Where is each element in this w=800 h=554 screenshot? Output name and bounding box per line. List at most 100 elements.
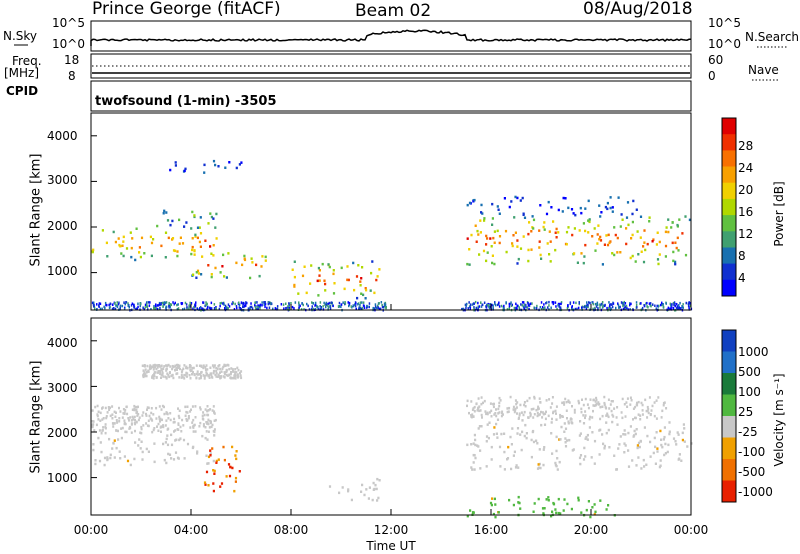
power-cell [264, 302, 267, 306]
power-cell [375, 278, 378, 282]
velocity-cell [173, 417, 176, 421]
velocity-cell [141, 450, 144, 454]
velocity-cell [212, 366, 215, 369]
velocity-cell [374, 483, 377, 487]
power-colorbar-swatch [722, 279, 736, 297]
power-cell [378, 307, 381, 311]
power-cell [547, 200, 550, 204]
velocity-cell [211, 364, 214, 367]
velocity-cell [211, 409, 214, 412]
power-cell [243, 254, 246, 258]
velocity-cell [216, 375, 219, 378]
velocity-cell [220, 482, 224, 485]
velocity-cell [185, 366, 188, 370]
power-cell [240, 307, 242, 311]
velocity-cell [480, 425, 483, 428]
velocity-cell [608, 446, 611, 449]
power-cell [624, 302, 627, 305]
velocity-cell [99, 441, 102, 444]
power-cell [355, 302, 357, 305]
power-cell [625, 216, 629, 219]
power-cell [585, 307, 588, 311]
power-cell [101, 307, 103, 311]
velocity-cell [584, 437, 587, 440]
power-cell [548, 230, 551, 233]
velocity-cell [541, 411, 544, 414]
velocity-cell [533, 413, 536, 416]
velocity-cell [186, 372, 189, 375]
velocity-cell [192, 418, 195, 422]
power-cell [531, 215, 534, 218]
power-cell [327, 302, 330, 306]
power-cell [116, 301, 118, 304]
power-cell [314, 307, 317, 311]
power-cell [536, 304, 538, 308]
velocity-cell [159, 420, 161, 423]
power-cell [325, 301, 328, 305]
power-cell [517, 304, 519, 308]
velocity-cell [125, 405, 128, 408]
velocity-cell [621, 416, 624, 420]
velocity-cell [681, 438, 684, 442]
velocity-cell [681, 431, 684, 435]
velocity-cell [160, 376, 162, 379]
velocity-cell [200, 371, 202, 374]
velocity-cell [214, 373, 217, 377]
velocity-cell [172, 376, 175, 380]
velocity-cell [113, 410, 116, 414]
velocity-cell [556, 468, 559, 471]
power-cell [314, 304, 316, 307]
velocity-cell [626, 405, 629, 408]
power-cell [259, 306, 261, 310]
velocity-cell [174, 369, 176, 372]
power-cell [480, 305, 483, 308]
velocity-cell [502, 413, 504, 416]
velocity-cell [230, 377, 233, 380]
velocity-cell [654, 445, 657, 449]
velocity-cell [135, 405, 138, 409]
power-cell [192, 273, 195, 276]
velocity-cell [170, 433, 173, 437]
velocity-cell [213, 469, 216, 473]
power-cell [548, 304, 550, 307]
velocity-cell [472, 415, 475, 418]
velocity-cell [617, 447, 620, 450]
freq-unit-label: [MHz] [4, 66, 40, 80]
velocity-cell [219, 371, 221, 374]
velocity-cell [204, 426, 207, 429]
power-cell [322, 308, 325, 311]
velocity-cell [205, 364, 208, 367]
velocity-cell [550, 421, 553, 424]
velocity-cell [199, 408, 202, 411]
power-cell [199, 306, 202, 309]
velocity-cell [518, 501, 521, 505]
velocity-cell [583, 446, 586, 450]
velocity-cell [192, 424, 195, 427]
velocity-cell [94, 405, 97, 409]
velocity-cell [158, 405, 161, 408]
velocity-cell [162, 442, 165, 446]
velocity-colorbar-swatch [722, 459, 736, 481]
power-cell [598, 204, 601, 207]
power-cell [476, 229, 479, 233]
velocity-cell [493, 413, 496, 416]
velocity-cell [584, 455, 587, 458]
power-cell [130, 246, 133, 250]
velocity-cell [570, 507, 573, 511]
velocity-cell [506, 407, 509, 410]
velocity-cell [119, 457, 122, 460]
velocity-cell [151, 430, 154, 434]
power-cell [212, 244, 215, 247]
power-cell [548, 300, 550, 304]
power-cell [378, 302, 380, 305]
velocity-cell [91, 409, 94, 412]
power-cell [101, 229, 104, 232]
power-colorbar-tick: 8 [738, 249, 746, 263]
velocity-cell [537, 466, 541, 469]
velocity-cell [141, 458, 144, 461]
velocity-cell [106, 456, 109, 459]
power-cell [251, 261, 254, 264]
velocity-cell [107, 406, 110, 409]
power-cell [622, 304, 624, 308]
power-cell [587, 303, 589, 307]
